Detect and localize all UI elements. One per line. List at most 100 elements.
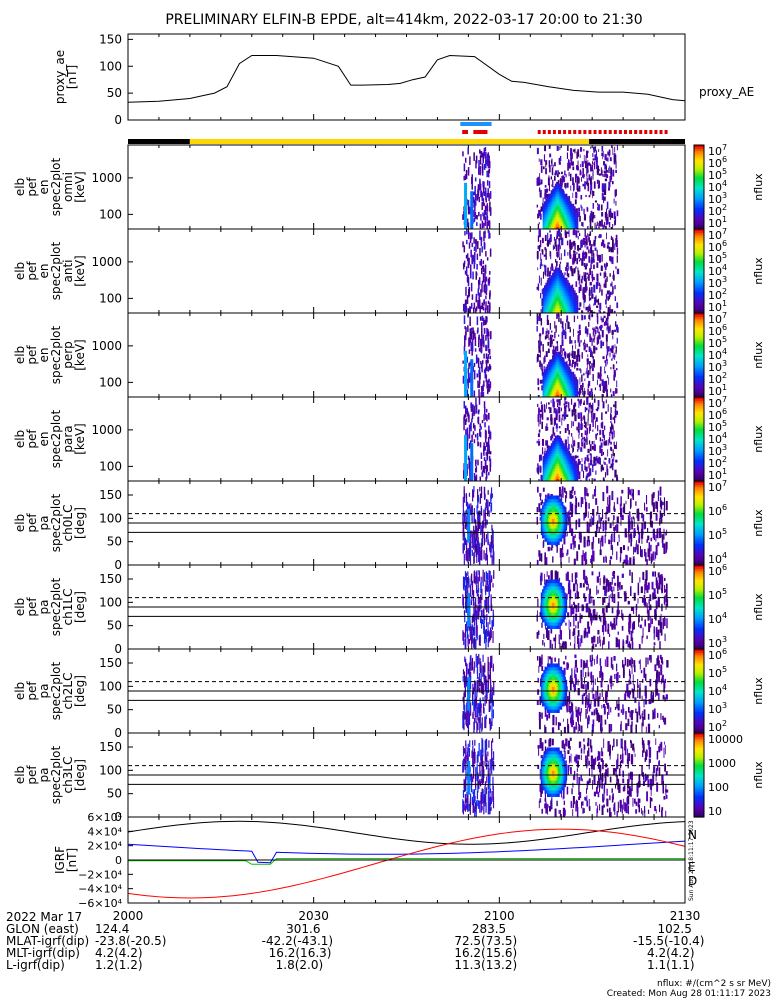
colorbar-cell (694, 243, 704, 247)
heatmap-cell (548, 218, 550, 222)
heatmap-cell (572, 447, 575, 452)
heatmap-cell (554, 515, 557, 519)
heatmap-cell (545, 468, 547, 472)
heatmap-cell (564, 379, 567, 383)
heatmap-cell (463, 175, 465, 181)
heatmap-cell (553, 285, 556, 289)
heatmap-cell (558, 226, 561, 230)
heatmap-cell (610, 256, 612, 263)
heatmap-cell (549, 307, 552, 311)
heatmap-cell (586, 521, 589, 533)
colorbar-cell (694, 373, 704, 377)
heatmap-cell (614, 243, 616, 250)
heatmap-cell (549, 455, 552, 459)
heatmap-cell (560, 555, 562, 565)
heatmap-cell (560, 448, 562, 452)
heatmap-cell (561, 188, 564, 192)
heatmap-cell (480, 213, 482, 221)
heatmap-cell (601, 212, 604, 217)
heatmap-cell (592, 276, 595, 281)
heatmap-cell (564, 389, 567, 393)
colorbar-cell (694, 472, 704, 476)
heatmap-cell (591, 440, 594, 445)
heatmap-cell (557, 285, 560, 289)
heatmap-cell (567, 251, 569, 256)
heatmap-cell (586, 372, 589, 379)
heatmap-cell (569, 213, 572, 217)
heatmap-cell (537, 251, 539, 259)
heatmap-cell (583, 442, 586, 449)
heatmap-cell (467, 550, 469, 563)
heatmap-cell (555, 259, 557, 263)
colorbar-cell (694, 300, 704, 304)
heatmap-cell (608, 290, 610, 296)
heatmap-cell (597, 375, 600, 378)
heatmap-cell (611, 453, 613, 459)
heatmap-cell (549, 381, 552, 385)
heatmap-cell (553, 198, 556, 202)
heatmap-cell (578, 286, 581, 294)
heatmap-cell (544, 463, 546, 467)
colorbar-cell (694, 409, 704, 413)
colorbar-cell (694, 210, 704, 213)
heatmap-cell (552, 366, 554, 370)
heatmap-cell (563, 463, 565, 467)
heatmap-cell (537, 245, 540, 250)
heatmap-cell (571, 409, 574, 417)
heatmap-cell (552, 285, 554, 289)
heatmap-cell (605, 334, 608, 342)
heatmap-cell (560, 307, 562, 311)
heatmap-cell (616, 247, 619, 255)
heatmap-cell (610, 367, 612, 370)
heatmap-cell (573, 213, 576, 217)
heatmap-cell (548, 369, 550, 373)
heatmap-cell (563, 191, 565, 195)
heatmap-cell (585, 181, 588, 185)
heatmap-cell (557, 376, 560, 380)
heatmap-cell (546, 302, 549, 306)
heatmap-cell (472, 423, 475, 429)
heatmap-cell (572, 218, 575, 222)
heatmap-cell (557, 448, 560, 452)
heatmap-cell (540, 277, 542, 286)
heatmap-cell (584, 265, 587, 270)
heatmap-cell (573, 468, 576, 472)
heatmap-cell (611, 145, 613, 148)
heatmap-cell (609, 149, 611, 156)
heatmap-cell (551, 531, 554, 536)
heatmap-cell (545, 297, 547, 301)
heatmap-cell (650, 537, 653, 542)
heatmap-cell (563, 201, 565, 205)
heatmap-cell (614, 329, 616, 333)
heatmap-cell (478, 521, 481, 529)
heatmap-cell (584, 457, 587, 462)
colorbar-cell (694, 424, 704, 427)
heatmap-cell (563, 361, 565, 365)
heatmap-cell (573, 250, 576, 259)
heatmap-cell (560, 359, 562, 363)
heatmap-cell (564, 374, 567, 378)
heatmap-cell (589, 540, 591, 546)
heatmap-cell (546, 319, 550, 326)
heatmap-cell (476, 550, 478, 563)
heatmap-cell (578, 471, 581, 479)
heatmap-cell (553, 193, 556, 197)
heatmap-cell (586, 276, 588, 279)
heatmap-cell (549, 361, 552, 365)
colorbar-cell (694, 348, 704, 352)
heatmap-cell (598, 400, 600, 407)
heatmap-cell (595, 157, 598, 162)
heatmap-cell (569, 460, 572, 464)
heatmap-cell (538, 245, 541, 252)
heatmap-cell (560, 537, 563, 542)
heatmap-cell (554, 213, 557, 217)
heatmap-cell (554, 502, 557, 506)
heatmap-cell (568, 381, 571, 385)
heatmap-cell (486, 180, 489, 186)
heatmap-cell (620, 515, 622, 526)
heatmap-cell (561, 470, 564, 474)
heatmap-cell (565, 364, 568, 368)
heatmap-cell (581, 252, 585, 260)
heatmap-cell (557, 282, 560, 286)
heatmap-cell (589, 313, 591, 321)
